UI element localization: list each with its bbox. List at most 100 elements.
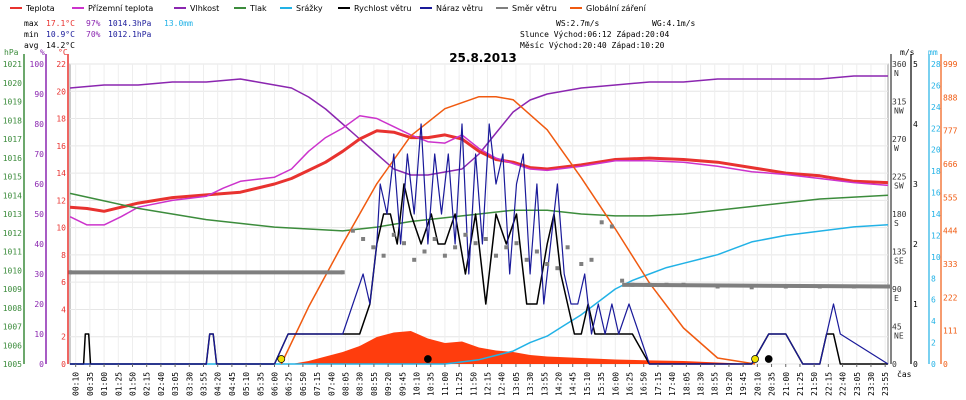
x-tick-label: 16:25 — [626, 372, 635, 396]
x-tick-label: 11:00 — [441, 372, 450, 396]
legend-entry: Směr větru — [512, 4, 557, 13]
y-tick-label: 6 — [931, 296, 936, 305]
series-line — [280, 95, 756, 365]
wind-dir-point — [524, 257, 529, 262]
y-tick-label: NW — [894, 107, 904, 116]
y-tick-label: 0 — [943, 360, 948, 369]
series-line — [69, 129, 889, 213]
y-tick-label: 1012 — [3, 229, 22, 238]
x-tick-label: 19:45 — [739, 372, 748, 396]
max-temp: 17.1°C — [46, 19, 75, 28]
x-tick-label: 22:15 — [824, 372, 833, 396]
x-tick-label: 06:50 — [299, 372, 308, 396]
event-marker — [764, 355, 773, 363]
wind-dir-point — [609, 224, 614, 229]
x-tick-label: 00:35 — [86, 372, 95, 396]
y-tick-label: N — [894, 69, 899, 78]
y-tick-label: 0 — [61, 360, 66, 369]
x-tick-label: 07:40 — [327, 372, 336, 396]
y-tick-label: 333 — [943, 260, 958, 269]
y-tick-label: W — [894, 144, 899, 153]
x-tick-label: 11:50 — [469, 372, 478, 396]
x-tick-label: 05:10 — [242, 372, 251, 396]
wind-speed-avg: WS:2.7m/s — [556, 19, 600, 28]
y-tick-label: NE — [894, 332, 904, 341]
avg-temp: 14.2°C — [46, 41, 75, 50]
y-tick-label: 270 — [892, 135, 907, 144]
y-tick-label: 8 — [931, 274, 936, 283]
y-tick-label: SW — [894, 182, 904, 191]
y-tick-label: 8 — [61, 251, 66, 260]
y-tick-label: 1015 — [3, 173, 22, 182]
y-tick-label: 2 — [931, 339, 936, 348]
y-tick-label: 90 — [892, 285, 902, 294]
y-tick-label: E — [894, 294, 899, 303]
y-tick-label: 4 — [931, 317, 936, 326]
y-tick-label: 45 — [892, 323, 902, 332]
moon-times: Měsíc Východ:20:40 Západ:10:20 — [520, 41, 665, 50]
y-tick-label: 14 — [56, 169, 66, 178]
y-tick-label: 16 — [931, 189, 941, 198]
wind-dir-point — [504, 245, 509, 250]
y-tick-label: 1011 — [3, 248, 22, 257]
wind-dir-point — [361, 237, 366, 241]
legend-entry: Rychlost větru — [354, 4, 411, 13]
wind-dir-point — [579, 262, 584, 266]
y-tick-label: 222 — [943, 293, 958, 302]
axis-unit: m/s — [900, 48, 915, 57]
y-tick-label: 360 — [892, 60, 907, 69]
y-tick-label: 1019 — [3, 98, 22, 107]
y-tick-label: 18 — [56, 115, 66, 124]
y-tick-label: 2 — [61, 333, 66, 342]
y-tick-label: 30 — [34, 270, 44, 279]
series-line — [69, 115, 889, 226]
x-tick-label: 01:50 — [129, 372, 138, 396]
wind-dir-point — [473, 241, 478, 246]
y-tick-label: 1013 — [3, 210, 22, 219]
y-tick-label: 1008 — [3, 304, 22, 313]
y-tick-label: 5 — [913, 60, 918, 69]
y-tick-label: 4 — [913, 120, 918, 129]
y-tick-label: SE — [894, 257, 904, 266]
x-tick-label: 11:25 — [455, 372, 464, 396]
x-tick-label: 21:00 — [782, 372, 791, 396]
y-tick-label: 225 — [892, 173, 907, 182]
wind-dir-point — [432, 237, 437, 241]
wind-gust-max: WG:4.1m/s — [652, 19, 696, 28]
x-tick-label: 18:05 — [682, 372, 691, 396]
y-tick-label: 1016 — [3, 154, 22, 163]
x-tick-label: 12:15 — [484, 372, 493, 396]
min-press: 1012.1hPa — [108, 30, 152, 39]
legend-entry: Globální záření — [586, 4, 647, 13]
wind-dir-point — [483, 237, 488, 241]
x-tick-label: 18:55 — [711, 372, 720, 396]
x-tick-label: 17:40 — [668, 372, 677, 396]
y-tick-label: S — [894, 219, 899, 228]
y-tick-label: 1020 — [3, 79, 22, 88]
max-hum: 97% — [86, 19, 101, 28]
wind-dir-point — [555, 266, 560, 271]
y-tick-label: 80 — [34, 120, 44, 129]
wind-dir-point — [463, 232, 468, 237]
y-tick-label: 315 — [892, 98, 907, 107]
x-tick-label: 07:15 — [313, 372, 322, 396]
y-tick-label: 1014 — [3, 191, 22, 200]
y-tick-label: 40 — [34, 240, 44, 249]
series-line — [69, 192, 889, 232]
x-tick-label: 13:30 — [526, 372, 535, 396]
y-tick-label: 12 — [931, 231, 941, 240]
x-tick-label: 23:55 — [881, 372, 890, 396]
x-tick-label: 14:20 — [555, 372, 564, 396]
y-tick-label: 180 — [892, 210, 907, 219]
y-tick-label: 0 — [39, 360, 44, 369]
wind-dir-point — [620, 278, 625, 283]
x-tick-label: 03:05 — [171, 372, 180, 396]
wind-dir-point — [402, 241, 406, 246]
wind-dir-point — [391, 232, 396, 237]
y-tick-label: 999 — [943, 60, 958, 69]
axis-unit: °C — [58, 48, 68, 57]
x-tick-label: 16:00 — [611, 372, 620, 396]
wind-dir-point — [422, 249, 427, 254]
legend-entry: Přízemní teplota — [88, 4, 153, 13]
